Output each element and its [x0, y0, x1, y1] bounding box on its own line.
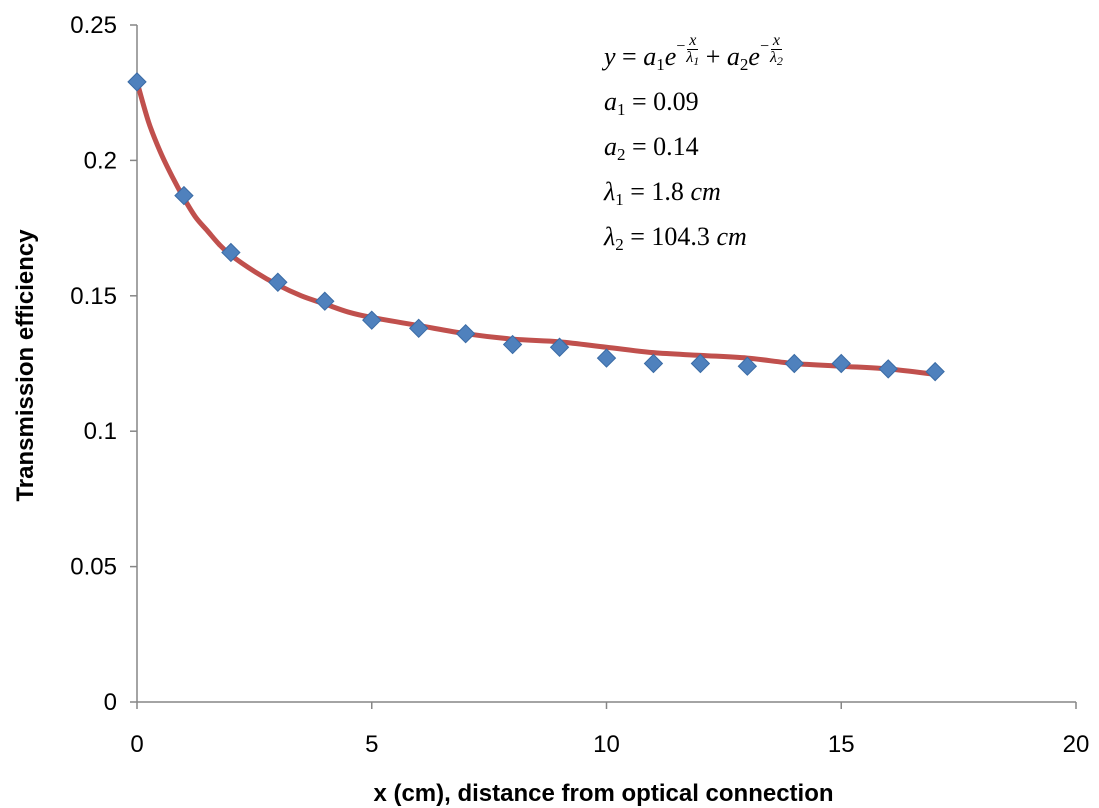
data-point — [878, 359, 898, 379]
data-point — [643, 353, 664, 374]
y-tick-label: 0.15 — [70, 283, 117, 310]
data-point — [549, 337, 570, 357]
data-point — [174, 185, 194, 206]
eq-exponent-2: − x λ2 — [760, 28, 783, 69]
y-axis-title: Transmission efficiency — [12, 229, 39, 502]
eq-fraction-2: x λ2 — [770, 33, 783, 69]
axes — [130, 24, 1077, 709]
tick-labels: 0 0.05 0.1 0.15 0.2 0.25 0 5 10 15 20 — [70, 12, 1089, 758]
eq-lambda-1-sub: 1 — [693, 54, 700, 68]
x-tick-label: 5 — [365, 731, 378, 758]
eq-a2: a — [726, 42, 740, 71]
eq-plus: + — [699, 42, 727, 71]
data-points-series — [127, 72, 945, 382]
eq-e1: e — [664, 42, 677, 71]
data-point — [831, 353, 851, 374]
eq-minus-2: − — [759, 38, 769, 55]
data-point — [362, 310, 382, 330]
data-point — [690, 353, 711, 374]
data-point — [455, 324, 476, 344]
data-point — [502, 334, 523, 355]
eq-frac-num-1: x — [687, 32, 699, 50]
eq-a1: a — [643, 42, 657, 71]
data-point — [784, 353, 805, 374]
eq-minus-1: − — [676, 38, 686, 55]
eq-y: y — [604, 42, 616, 71]
param-a1: a1 = 0.09 — [604, 87, 699, 119]
fit-curve — [134, 79, 938, 377]
data-point — [596, 348, 617, 368]
fit-equation-annotation: y = a1e− x λ1 + a2e− x λ2 a1 = 0.09 a2 = 0.1… — [604, 28, 783, 263]
x-tick-label: 15 — [828, 731, 855, 758]
y-tick-label: 0.05 — [70, 554, 117, 581]
eq-lambda-2-sub: 2 — [776, 54, 783, 68]
eq-frac-num-2: x — [770, 32, 782, 50]
eq-a2-sub: 2 — [739, 55, 749, 74]
y-tick-label: 0.2 — [84, 147, 117, 174]
param-lambda2: λ2 = 104.3 cm — [604, 222, 747, 254]
eq-lambda-2: λ — [769, 49, 777, 66]
param-a2: a2 = 0.14 — [604, 132, 699, 164]
eq-fraction-1: x λ1 — [686, 33, 699, 69]
data-point — [127, 72, 147, 92]
data-point — [925, 361, 945, 382]
fit-line-series — [134, 79, 938, 377]
x-tick-label: 20 — [1063, 731, 1090, 758]
y-tick-label: 0.25 — [70, 12, 117, 39]
y-tick-label: 0.1 — [84, 418, 117, 445]
x-axis-title: x (cm), distance from optical connection — [373, 780, 833, 807]
eq-a1-sub: 1 — [656, 55, 665, 74]
data-point — [221, 242, 241, 263]
eq-frac-den-1: λ1 — [686, 50, 699, 69]
data-point — [408, 318, 429, 339]
equation-formula: y = a1e− x λ1 + a2e− x λ2 — [604, 28, 783, 83]
data-point — [737, 356, 758, 376]
eq-frac-den-2: λ2 — [770, 50, 783, 69]
data-point — [268, 272, 288, 292]
data-point — [315, 291, 335, 311]
eq-e2: e — [748, 42, 760, 71]
x-tick-label: 0 — [130, 731, 143, 758]
param-lambda1: λ1 = 1.8 cm — [604, 177, 721, 209]
eq-lambda-1: λ — [686, 49, 694, 66]
x-tick-label: 10 — [593, 731, 620, 758]
eq-equals: = — [615, 42, 644, 71]
y-tick-label: 0 — [104, 689, 117, 716]
eq-exponent-1: − x λ1 — [676, 28, 699, 69]
